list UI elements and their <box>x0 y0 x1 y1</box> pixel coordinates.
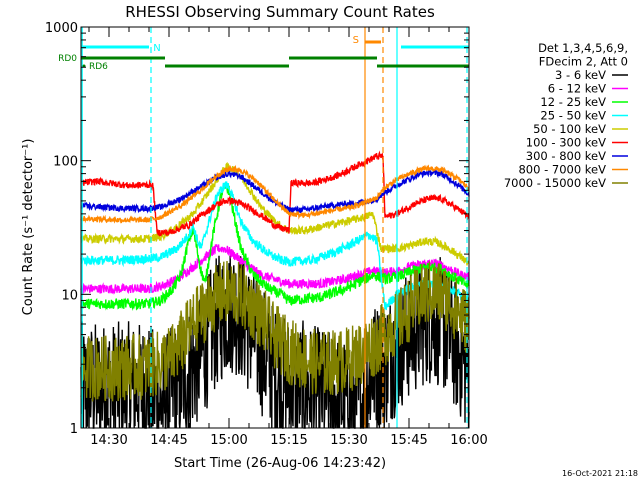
y-tick-label-100: 100 <box>53 155 78 170</box>
legend-label-6-12-kev: 6 - 12 keV <box>548 82 606 96</box>
series-50-100-kev <box>80 161 470 266</box>
legend-header-1: Det 1,3,4,5,6,9, <box>538 41 628 55</box>
x-axis-label: Start Time (26-Aug-06 14:23:42) <box>174 456 386 471</box>
x-tick-label-3: 15:00 <box>210 433 247 448</box>
y-axis-label: Count Rate (s⁻¹ detector⁻¹) <box>21 139 36 316</box>
legend-label-12-25-kev: 12 - 25 keV <box>540 95 606 109</box>
flag-label-rd6: RD6 <box>89 62 108 72</box>
legend-label-50-100-kev: 50 - 100 keV <box>533 122 606 136</box>
legend-label-100-300-kev: 100 - 300 keV <box>526 136 606 150</box>
y-tick-label-1: 1 <box>70 422 78 437</box>
x-tick-label-1: 14:30 <box>90 433 127 448</box>
x-tick-label-7: 16:00 <box>450 433 487 448</box>
y-tick-label-10: 10 <box>61 288 78 303</box>
series-800-7000-kev <box>80 164 470 224</box>
y-tick-label-1000: 1000 <box>45 21 78 36</box>
legend-label-25-50-kev: 25 - 50 keV <box>540 109 606 123</box>
legend-label-7000-15000-kev: 7000 - 15000 keV <box>504 176 606 190</box>
flag-label-s: S <box>353 35 359 46</box>
legend: Det 1,3,4,5,6,9,FDecim 2, Att 03 - 6 keV… <box>504 41 628 190</box>
plot-frame <box>80 26 470 429</box>
x-tick-label-4: 15:15 <box>270 433 307 448</box>
flag-label-n: N <box>153 43 160 54</box>
legend-label-800-7000-kev: 800 - 7000 keV <box>518 163 606 177</box>
x-tick-label-6: 15:45 <box>390 433 427 448</box>
axes: 1 10 100 1000 14:30 14:45 15:00 15:15 15:30 15:45… <box>45 21 488 448</box>
timestamp: 16-Oct-2021 21:18 <box>562 469 638 478</box>
chart-title: RHESSI Observing Summary Count Rates <box>125 3 435 21</box>
series-12-25-kev <box>80 182 470 311</box>
series-100-300-kev <box>80 150 470 237</box>
x-tick-label-2: 14:45 <box>150 433 187 448</box>
plot-area <box>80 150 470 429</box>
legend-label-3-6-kev: 3 - 6 keV <box>555 68 606 82</box>
series-6-12-kev <box>80 244 470 295</box>
flag-label-rd0: RD0 <box>58 54 77 64</box>
series-7000-15000-kev <box>80 260 470 402</box>
legend-header-2: FDecim 2, Att 0 <box>539 55 628 69</box>
x-tick-label-5: 15:30 <box>330 433 367 448</box>
legend-label-300-800-kev: 300 - 800 keV <box>526 149 606 163</box>
